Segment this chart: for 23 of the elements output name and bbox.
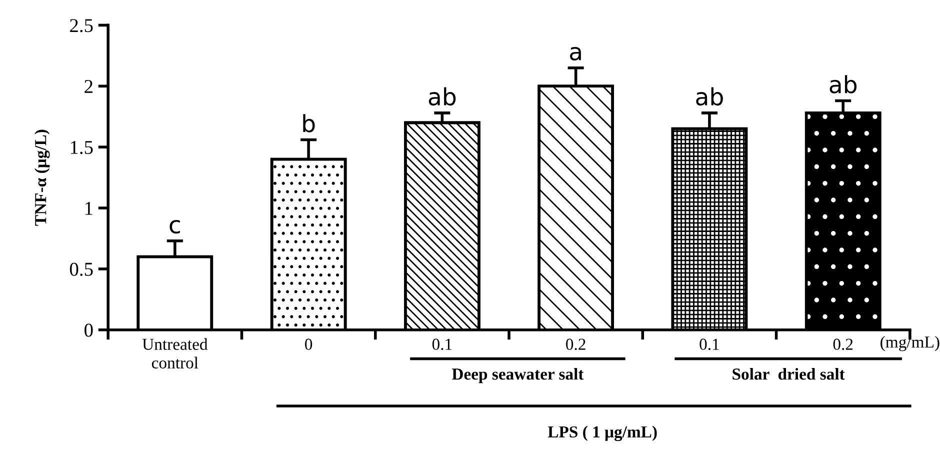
y-tick-label: 1 [86,202,92,215]
annotation: a [570,46,581,60]
x-tick-label: 0.1 [432,338,452,350]
annotation: ab [428,87,456,106]
y-tick-label: 1.5 [70,140,93,154]
annotation: c [170,220,180,234]
text: Deep seawater salt [452,368,584,384]
x-tick-label: Untreated control [142,338,208,368]
x-tick-label: 0 [305,338,312,350]
annotation: ab [696,87,723,106]
annotation: ab [830,75,857,94]
x-tick-label: 0.1 [700,338,719,350]
y-axis-title: TNF-α (μg/L) [34,130,50,226]
text: LPS ( 1 μg/mL) [548,426,657,442]
y-tick-label: 2.5 [70,19,93,32]
y-tick-label: 0 [84,324,93,337]
x-tick-label: 0.2 [566,338,586,350]
text: (mg/mL) [880,336,940,352]
x-tick-label: 0.2 [833,338,853,350]
y-tick-label: 2 [84,80,92,93]
annotation: b [303,114,315,132]
y-tick-label: 0.5 [70,262,93,276]
text: Solar dried salt [732,368,845,380]
